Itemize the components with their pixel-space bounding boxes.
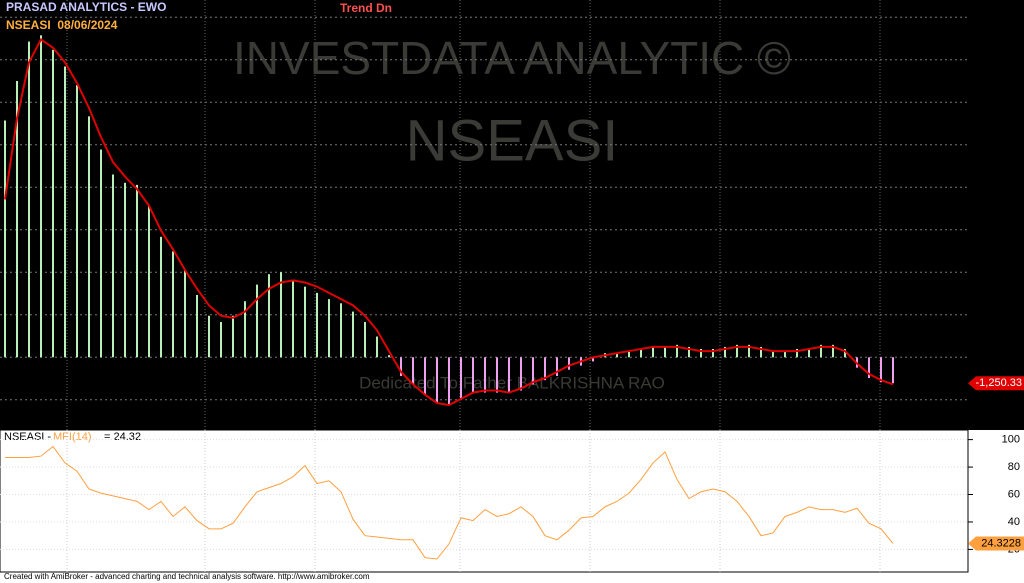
bar [340,303,342,358]
indicator-value: = 24.32 [104,431,141,443]
indicator-name: MFI(14) [53,431,92,443]
trend-label: Trend Dn [340,1,392,15]
bar [136,184,138,358]
bar [376,336,378,358]
bar [676,344,678,358]
bar [124,182,126,358]
dedication: Dedicated To Father BALKRISHNA RAO [359,373,665,392]
bar [796,348,798,358]
y-tick-label: 80 [1008,461,1020,473]
bar [640,348,642,358]
bar [64,66,66,358]
bar [280,272,282,358]
bar [436,357,438,403]
bar [232,315,234,358]
bar [544,357,546,381]
bar [412,357,414,385]
bar [664,346,666,358]
bar [724,346,726,358]
bar [328,299,330,358]
bar [100,149,102,358]
bar [868,357,870,379]
bar [172,251,174,358]
bar [760,346,762,358]
value-tag [968,536,1024,551]
bar [268,274,270,358]
bar [772,351,774,358]
bar [628,351,630,358]
bar [424,357,426,395]
bar [316,292,318,358]
bar [244,301,246,358]
bar [688,346,690,358]
value-tag [968,376,1024,391]
bar [784,351,786,358]
bar [880,357,882,383]
bar [52,49,54,358]
bar [196,294,198,358]
last-value-label: 24.3228 [981,537,1021,549]
y-tick-label: 100 [1002,434,1020,446]
chart-title: PRASAD ANALYTICS - EWO [6,0,166,14]
bar [484,357,486,393]
bar [700,348,702,358]
bar [568,357,570,370]
bar [736,344,738,358]
bar [220,321,222,358]
bar [160,236,162,358]
bar [808,348,810,358]
bar [184,270,186,358]
bar [88,116,90,358]
bar [364,321,366,358]
bar [496,357,498,393]
bar [712,348,714,358]
bar [892,357,894,384]
y-tick-label: 40 [1008,516,1020,528]
indicator-symbol: NSEASI - [4,431,51,443]
bar [592,357,594,362]
bar [820,344,822,358]
bar [520,357,522,391]
bottom-panel [0,429,969,573]
bar [208,315,210,358]
bar [292,280,294,358]
y-tick-label: 60 [1008,488,1020,500]
bar [256,284,258,358]
watermark: INVESTDATA ANALYTIC © [233,32,791,84]
footer: Created with AmiBroker - advanced charti… [4,572,370,581]
bar [76,85,78,358]
chart-subtitle: NSEASI 08/06/2024 [6,18,118,32]
bar [844,348,846,358]
bar [448,357,450,406]
bar [352,311,354,358]
bar [472,357,474,393]
bar [40,35,42,358]
bar [556,357,558,376]
bar [388,355,390,358]
bar [616,353,618,358]
bar [28,41,30,358]
last-value-label: -1,250.33 [976,377,1022,389]
bar [16,81,18,358]
bar [304,286,306,358]
bar [148,205,150,358]
bar [4,120,6,358]
bar [748,344,750,358]
mfi-line [5,445,894,560]
bar [532,357,534,385]
bar [400,357,402,376]
bar [652,346,654,358]
bar [508,357,510,393]
watermark: NSEASI [406,108,619,173]
bar [832,344,834,358]
signal-line [4,38,894,407]
bar [112,174,114,358]
bar [460,357,462,399]
